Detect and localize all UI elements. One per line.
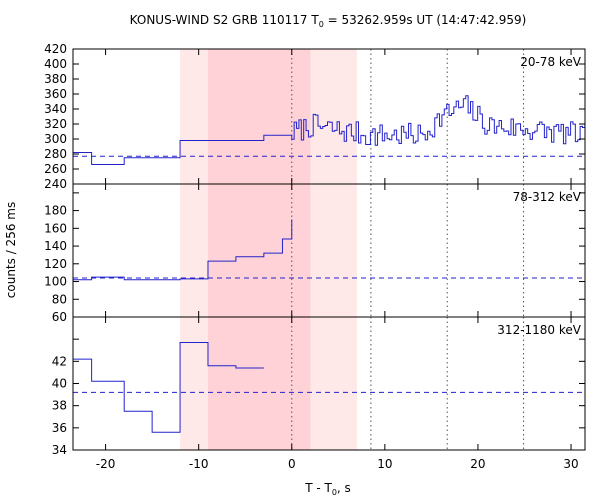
chart-title: KONUS-WIND S2 GRB 110117 T0 = 53262.959s… xyxy=(130,13,527,29)
y-tick-label-1-6: 180 xyxy=(44,204,67,218)
lightcurve-step-2 xyxy=(73,341,264,433)
x-axis-label: T - T0, s xyxy=(304,481,351,497)
y-tick-label-2-0: 34 xyxy=(52,443,67,457)
y-tick-label-1-1: 80 xyxy=(52,292,67,306)
y-tick-label-2-4: 42 xyxy=(52,354,67,368)
y-tick-label-1-2: 100 xyxy=(44,275,67,289)
y-tick-label-0-4: 320 xyxy=(44,117,67,131)
x-tick-label-5: 30 xyxy=(563,457,578,471)
x-tick-label-4: 20 xyxy=(470,457,485,471)
y-tick-label-2-1: 36 xyxy=(52,421,67,435)
y-tick-label-0-6: 360 xyxy=(44,87,67,101)
y-tick-label-0-0: 240 xyxy=(44,177,67,191)
y-tick-label-2-3: 40 xyxy=(52,377,67,391)
x-axis-label-rest: , s xyxy=(337,481,351,495)
panel-energy-label-0: 20-78 keV xyxy=(520,55,582,69)
panel-energy-label-2: 312-1180 keV xyxy=(497,323,581,337)
y-tick-label-1-0: 60 xyxy=(52,310,67,324)
y-axis-label: counts / 256 ms xyxy=(4,202,18,298)
lightcurve-step-1 xyxy=(73,219,293,281)
y-tick-label-2-2: 38 xyxy=(52,399,67,413)
y-tick-label-1-4: 140 xyxy=(44,239,67,253)
chart-title-main: KONUS-WIND S2 GRB 110117 T xyxy=(130,13,320,27)
y-tick-label-0-5: 340 xyxy=(44,102,67,116)
y-tick-label-0-1: 260 xyxy=(44,162,67,176)
lightcurve-step-0 xyxy=(73,95,585,165)
x-tick-label-2: 0 xyxy=(288,457,296,471)
chart-title-sub: 0 xyxy=(319,20,324,29)
y-tick-label-0-7: 380 xyxy=(44,72,67,86)
x-tick-label-0: -20 xyxy=(96,457,116,471)
panel-energy-label-1: 78-312 keV xyxy=(513,190,582,204)
y-tick-label-0-2: 280 xyxy=(44,147,67,161)
x-axis-label-sub: 0 xyxy=(332,488,337,497)
x-axis-label-main: T - T xyxy=(304,481,332,495)
chart-title-rest: = 53262.959s UT (14:47:42.959) xyxy=(324,13,527,27)
y-tick-label-0-8: 400 xyxy=(44,57,67,71)
shaded-interval-1 xyxy=(207,49,311,450)
y-tick-label-0-3: 300 xyxy=(44,132,67,146)
y-tick-label-1-3: 120 xyxy=(44,257,67,271)
x-tick-label-3: 10 xyxy=(377,457,392,471)
y-tick-label-0-9: 420 xyxy=(44,42,67,56)
y-tick-label-1-5: 160 xyxy=(44,221,67,235)
x-tick-label-1: -10 xyxy=(189,457,209,471)
